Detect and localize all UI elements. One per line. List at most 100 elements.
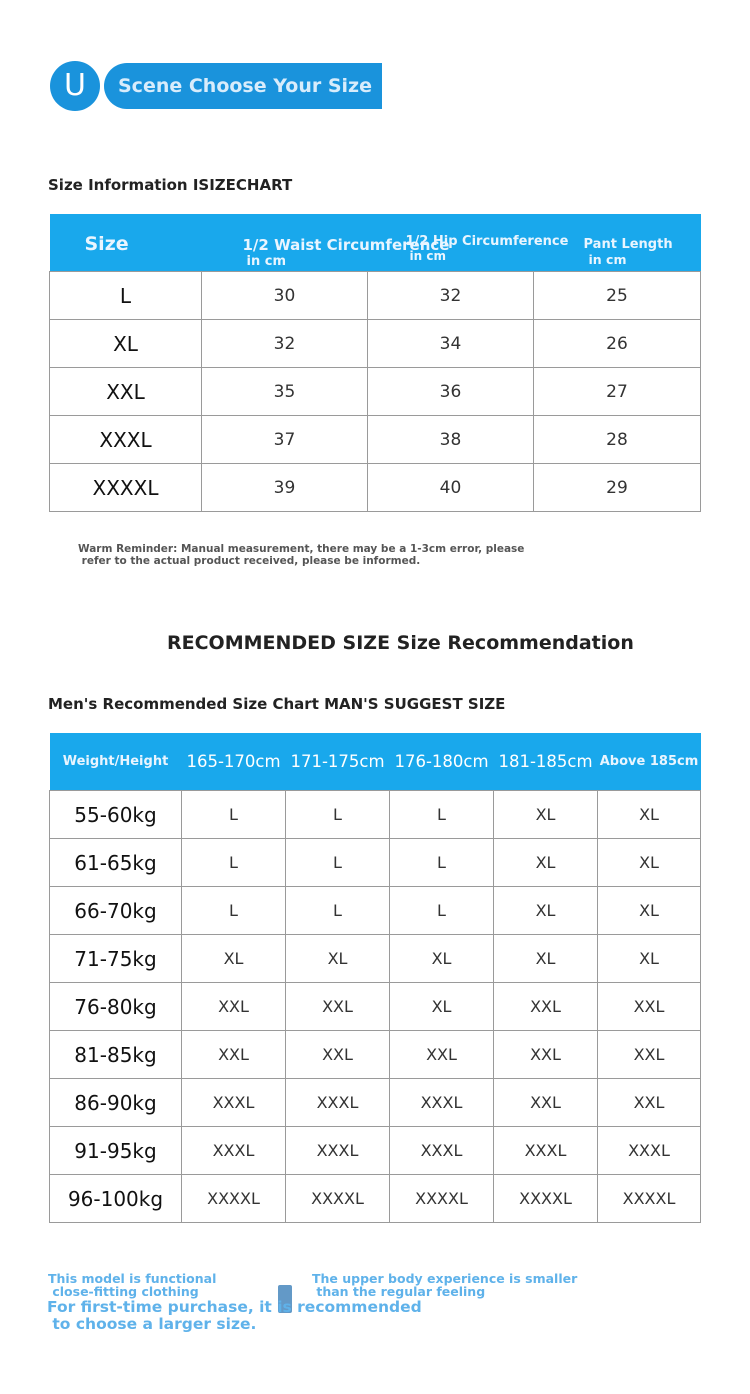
size-info-row: XXXL 37 38 28 [49, 415, 701, 464]
note-upper-body: The upper body experience is smaller tha… [312, 1271, 578, 1299]
hip-cell: 40 [367, 463, 534, 512]
length-cell: 28 [533, 415, 701, 464]
recommended-size-cell: L [181, 886, 286, 935]
recommended-size-cell: XXL [597, 1030, 701, 1079]
length-header: Pant Length in cm [533, 214, 701, 272]
size-info-table: Size 1/2 Waist Circumference in cm 1/2 H… [49, 214, 701, 512]
weight-cell: 86-90kg [49, 1078, 182, 1127]
recommended-size-cell: XXXL [597, 1126, 701, 1175]
recommended-size-cell: L [285, 790, 390, 839]
recommended-size-cell: XL [597, 886, 701, 935]
recommended-size-cell: XL [493, 838, 598, 887]
recommended-size-cell: XXL [285, 982, 390, 1031]
recommended-size-cell: L [389, 886, 494, 935]
weight-cell: 66-70kg [49, 886, 182, 935]
recommended-row: 91-95kg XXXL XXXL XXXL XXXL XXXL [49, 1126, 701, 1175]
hip-cell: 34 [367, 319, 534, 368]
recommended-size-cell: XL [389, 934, 494, 983]
size-header-label: Size [84, 233, 129, 255]
recommended-size-table: Weight/Height 165-170cm 171-175cm 176-180c… [49, 733, 701, 1223]
recommended-size-cell: L [181, 838, 286, 887]
waist-cell: 39 [201, 463, 368, 512]
length-cell: 27 [533, 367, 701, 416]
length-cell: 26 [533, 319, 701, 368]
waist-unit-label: in cm [246, 254, 287, 269]
note-first-time: For first-time purchase, it is recommend… [47, 1298, 422, 1333]
recommended-size-cell: XL [389, 982, 494, 1031]
recommended-size-cell: XXL [493, 1078, 598, 1127]
recommended-size-cell: L [285, 886, 390, 935]
waist-header: 1/2 Waist Circumference in cm [201, 214, 449, 272]
recommended-size-cell: XL [493, 886, 598, 935]
height-header: 181-185cm [493, 733, 598, 791]
brand-badge-icon: U [50, 61, 100, 111]
hip-header: 1/2 Hip Circumference in cm [367, 214, 568, 272]
size-cell: XXL [49, 367, 202, 416]
recommended-size-cell: XL [493, 934, 598, 983]
recommended-size-cell: XXXXL [389, 1174, 494, 1223]
recommended-size-cell: XXL [389, 1030, 494, 1079]
length-header-label: Pant Length [583, 237, 673, 252]
recommended-size-cell: L [181, 790, 286, 839]
note-functional: This model is functional close-fitting c… [48, 1271, 217, 1299]
weight-cell: 96-100kg [49, 1174, 182, 1223]
waist-cell: 30 [201, 271, 368, 320]
recommended-size-cell: XXL [181, 1030, 286, 1079]
size-info-header-row: Size 1/2 Waist Circumference in cm 1/2 H… [49, 214, 701, 272]
recommended-size-cell: L [285, 838, 390, 887]
recommended-row: 66-70kg L L L XL XL [49, 886, 701, 935]
recommended-row: 55-60kg L L L XL XL [49, 790, 701, 839]
recommended-size-cell: XL [597, 934, 701, 983]
length-unit-label: in cm [588, 252, 627, 267]
recommended-size-cell: XXL [181, 982, 286, 1031]
weight-cell: 61-65kg [49, 838, 182, 887]
recommended-header-row: Weight/Height 165-170cm 171-175cm 176-180c… [49, 733, 701, 791]
size-info-row: L 30 32 25 [49, 271, 701, 320]
size-header: Size [49, 214, 202, 272]
recommended-size-cell: XXXL [181, 1126, 286, 1175]
recommended-size-title: RECOMMENDED SIZE Size Recommendation [167, 632, 634, 654]
height-header: 171-175cm [285, 733, 390, 791]
recommended-row: 76-80kg XXL XXL XL XXL XXL [49, 982, 701, 1031]
weight-cell: 76-80kg [49, 982, 182, 1031]
recommended-size-cell: XXXL [285, 1126, 390, 1175]
recommended-size-cell: XL [597, 838, 701, 887]
recommended-size-cell: XXXL [389, 1126, 494, 1175]
recommended-size-cell: XL [285, 934, 390, 983]
height-header: Above 185cm [597, 733, 701, 791]
recommended-size-cell: L [389, 790, 494, 839]
recommended-size-cell: XXXXL [181, 1174, 286, 1223]
recommended-row: 96-100kg XXXXL XXXXL XXXXL XXXXL XXXXL [49, 1174, 701, 1223]
size-info-title: Size Information ISIZECHART [48, 176, 293, 194]
recommended-size-cell: XXXL [493, 1126, 598, 1175]
recommended-size-cell: XL [493, 790, 598, 839]
mens-chart-title: Men's Recommended Size Chart MAN'S SUGGE… [48, 695, 506, 713]
size-cell: L [49, 271, 202, 320]
recommended-size-cell: XXXXL [597, 1174, 701, 1223]
hip-cell: 36 [367, 367, 534, 416]
recommended-size-cell: XXXL [389, 1078, 494, 1127]
waist-header-label: 1/2 Waist Circumference [242, 236, 450, 254]
hip-cell: 38 [367, 415, 534, 464]
size-cell: XL [49, 319, 202, 368]
recommended-size-cell: XL [181, 934, 286, 983]
recommended-row: 61-65kg L L L XL XL [49, 838, 701, 887]
weight-cell: 55-60kg [49, 790, 182, 839]
waist-cell: 32 [201, 319, 368, 368]
hip-cell: 32 [367, 271, 534, 320]
size-cell: XXXXL [49, 463, 202, 512]
recommended-size-cell: XXXL [285, 1078, 390, 1127]
size-info-row: XL 32 34 26 [49, 319, 701, 368]
waist-cell: 35 [201, 367, 368, 416]
hip-header-label: 1/2 Hip Circumference [405, 234, 569, 249]
recommended-size-cell: XXXL [181, 1078, 286, 1127]
weight-cell: 71-75kg [49, 934, 182, 983]
phone-icon [278, 1285, 292, 1313]
recommended-row: 81-85kg XXL XXL XXL XXL XXL [49, 1030, 701, 1079]
recommended-size-cell: XXL [285, 1030, 390, 1079]
length-cell: 29 [533, 463, 701, 512]
recommended-size-cell: L [389, 838, 494, 887]
weight-cell: 91-95kg [49, 1126, 182, 1175]
waist-cell: 37 [201, 415, 368, 464]
hip-unit-label: in cm [409, 249, 446, 263]
